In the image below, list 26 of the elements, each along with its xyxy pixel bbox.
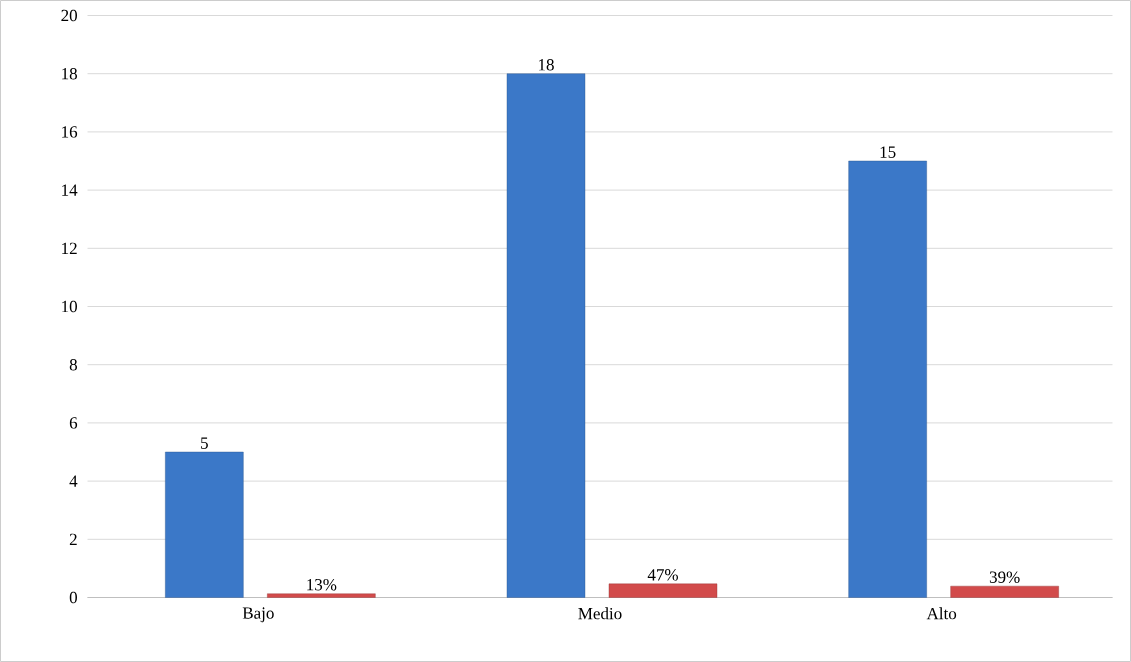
y-tick-label: 12 [62,242,77,254]
y-tick-label: 16 [62,126,78,138]
bar [506,73,586,598]
x-tick-label: Bajo [242,607,274,623]
x-tick-label: Alto [926,607,957,620]
y-tick-label: 20 [61,9,77,22]
data-label: 13% [307,578,337,591]
y-tick-label: 4 [69,475,78,487]
y-tick-label: 10 [62,300,77,313]
y-tick-label: 0 [69,591,77,604]
data-label: 15 [880,146,896,158]
data-label: 5 [201,437,208,449]
y-tick-label: 18 [62,67,77,80]
bar [608,583,718,598]
bar [165,451,244,598]
bar [950,585,1059,598]
bar [267,593,376,598]
bar [848,160,927,598]
x-tick-label: Medio [578,607,622,620]
y-tick-label: 14 [62,184,78,196]
y-tick-label: 8 [69,358,77,371]
y-tick-label: 2 [69,533,77,545]
data-label: 47% [647,569,678,581]
y-tick-label: 6 [69,417,78,429]
data-label: 39% [989,571,1020,583]
data-label: 18 [539,59,554,71]
